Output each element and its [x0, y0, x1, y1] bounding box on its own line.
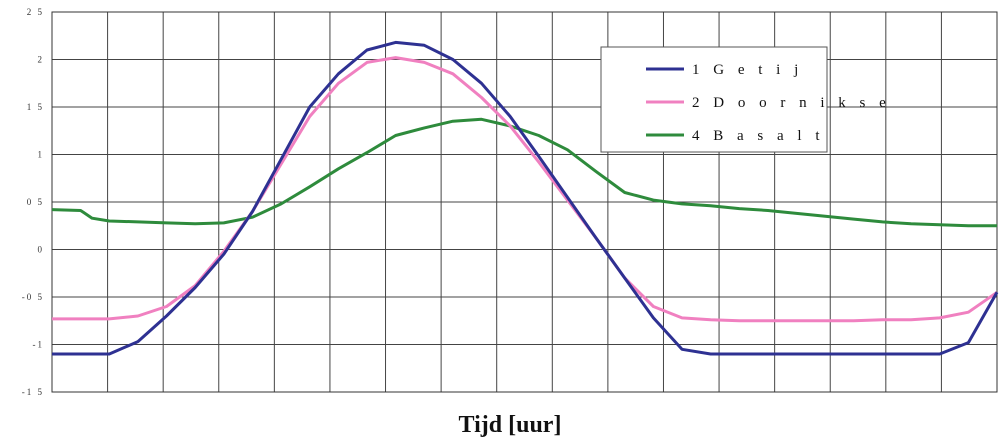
series-line-1	[52, 56, 998, 323]
y-tick-label: -1 5	[22, 387, 44, 397]
series-line-2	[51, 117, 997, 228]
y-tick-label: -1	[33, 340, 45, 350]
y-tick-label: 1 5	[27, 102, 44, 112]
plot-frame	[51, 11, 998, 393]
y-tick-label: 2	[38, 55, 45, 65]
y-tick-label: 0	[38, 245, 45, 255]
y-tick-label: -0 5	[22, 292, 44, 302]
y-tick-labels: 2 521 510 50-0 5-1-1 5	[22, 7, 45, 397]
y-tick-label: 0 5	[27, 197, 44, 207]
legend-box	[600, 46, 828, 153]
legend-label-getij: 1 G e t i j	[692, 62, 803, 78]
y-tick-label: 2 5	[27, 7, 44, 17]
legend-label-doornikse: 2 D o o r n i k s e	[692, 95, 891, 111]
series-lines	[51, 40, 999, 356]
y-tick-label: 1	[38, 150, 45, 160]
legend-label-basalt: 4 B a s a l t	[692, 128, 825, 144]
series-line-0	[52, 40, 999, 356]
x-axis-title: Tijd [uur]	[459, 412, 562, 438]
legend: 1 G e t i j 2 D o o r n i k s e 4 B a s …	[600, 46, 891, 153]
